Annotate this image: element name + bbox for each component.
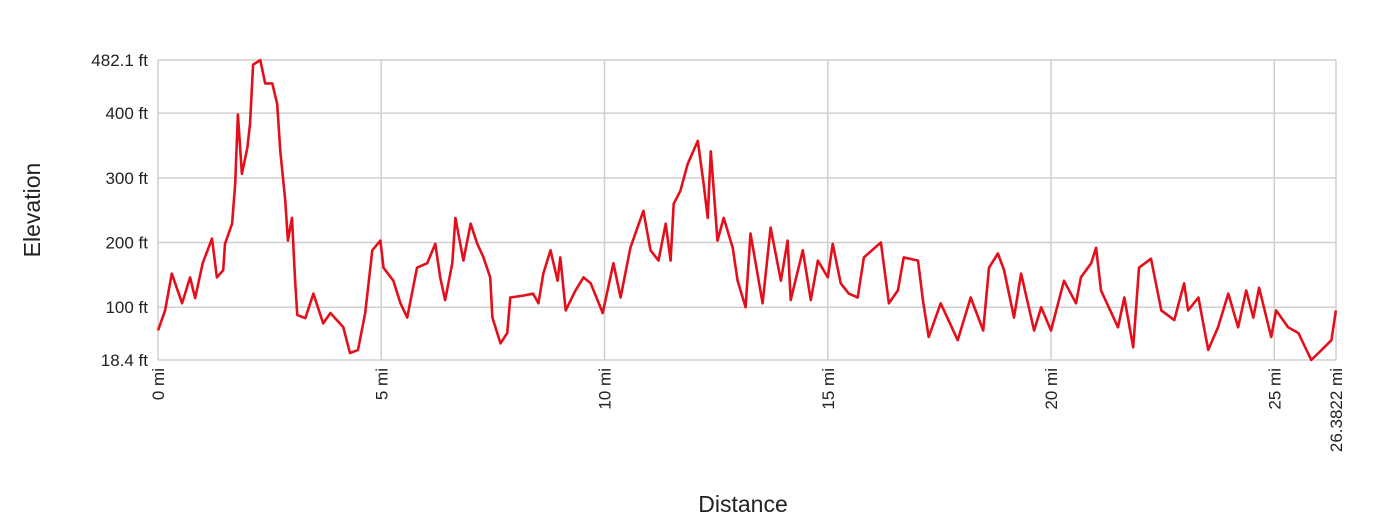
y-tick-label: 200 ft [105, 234, 148, 253]
y-tick-label: 300 ft [105, 169, 148, 188]
x-axis-title: Distance [698, 491, 787, 517]
grid [157, 59, 1337, 361]
y-axis-ticks: 482.1 ft 400 ft 300 ft 200 ft 100 ft 18.4 ft [91, 51, 148, 370]
x-tick-label: 0 mi [149, 368, 168, 400]
x-tick-label: 15 mi [819, 368, 838, 410]
y-tick-label: 400 ft [105, 104, 148, 123]
y-tick-label: 18.4 ft [101, 351, 149, 370]
x-tick-label: 25 mi [1265, 368, 1284, 410]
x-tick-label: 26.3822 mi [1327, 368, 1346, 452]
y-axis-title: Elevation [19, 163, 45, 258]
x-tick-label: 20 mi [1042, 368, 1061, 410]
y-tick-label: 482.1 ft [91, 51, 148, 70]
x-axis-ticks: 0 mi 5 mi 10 mi 15 mi 20 mi 25 mi 26.3822 mi [149, 368, 1346, 452]
elevation-line [156, 58, 1338, 362]
y-tick-label: 100 ft [105, 298, 148, 317]
x-tick-label: 10 mi [596, 368, 615, 410]
x-tick-label: 5 mi [372, 368, 391, 400]
